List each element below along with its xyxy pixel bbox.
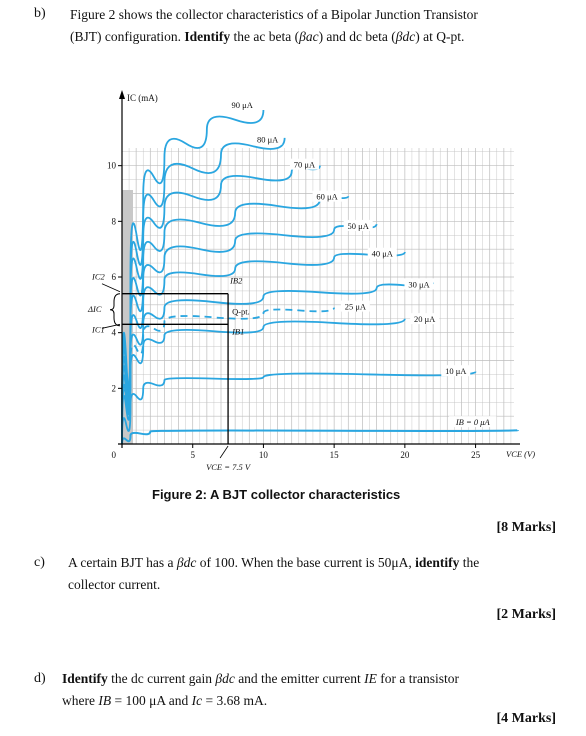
y-tick-label: 6 — [112, 272, 117, 282]
curve-label-bg — [367, 247, 397, 259]
ic2-label: IC2 — [91, 272, 106, 282]
curve-label-10: IB = 0 μA — [455, 417, 491, 427]
question-b-text: Figure 2 shows the collector characteris… — [70, 4, 570, 48]
curve-label-0: 90 μA — [232, 100, 254, 110]
curve-label-bg — [253, 133, 283, 145]
q-point-label: Q-pt. — [232, 306, 250, 316]
vce-leader — [219, 445, 229, 459]
curve-label-bg — [227, 98, 257, 110]
question-d-line1-end: for a transistor — [376, 671, 459, 686]
curve-label-3: 60 μA — [316, 192, 338, 202]
curve-label-bg — [340, 300, 370, 312]
question-c-line1-mid: of 100. When the base current is 50μA, — [196, 555, 416, 570]
question-d-line1-mid: the dc current gain — [107, 671, 216, 686]
curve-label-9: 10 μA — [445, 366, 467, 376]
curve-label-5: 40 μA — [372, 249, 394, 259]
curve-label-8: 20 μA — [414, 314, 436, 324]
x-tick-label: 20 — [400, 450, 410, 460]
collector-characteristics-chart: IC (mA) VCE (V) 5 10 15 20 25 2 4 6 8 10 0 Q-pt. IB2… — [87, 90, 535, 472]
x-axis-label: VCE (V) — [506, 449, 535, 459]
question-c-keyword: identify — [415, 555, 460, 570]
question-d-line2-end: = 3.68 mA. — [202, 693, 268, 708]
ic2-leader — [101, 283, 121, 293]
y-tick-label: 2 — [112, 383, 117, 393]
curve-7 — [121, 307, 336, 445]
question-b-marks: [8 Marks] — [496, 520, 557, 535]
beta-dc-symbol-c: βdc — [176, 555, 197, 570]
question-d-marks: [4 Marks] — [496, 711, 557, 726]
y-tick-label: 10 — [107, 161, 117, 171]
question-c-text: A certain BJT has a βdc of 100. When the… — [68, 552, 568, 596]
curve-label-bg — [312, 190, 342, 202]
question-b-line2-end: ) at Q-pt. — [415, 29, 465, 44]
origin-label: 0 — [112, 450, 117, 460]
question-c-line1-pre: A certain BJT has a — [68, 555, 177, 570]
chart-curve-labels: 90 μA 80 μA 70 μA 60 μA 50 μA 40 μA 30 μA 25 μA… — [227, 98, 497, 428]
question-c-label: c) — [34, 555, 45, 570]
question-b-keyword: Identify — [184, 29, 231, 44]
chart-curves — [121, 109, 519, 445]
beta-dc-symbol: βdc — [395, 29, 416, 44]
curve-8 — [121, 318, 406, 445]
question-b-line2-mid2: ) and dc beta ( — [318, 29, 396, 44]
question-c-line2: collector current. — [68, 577, 161, 592]
curve-label-1: 80 μA — [257, 135, 279, 145]
curve-10 — [121, 429, 519, 445]
y-tick-label: 4 — [112, 328, 117, 338]
curve-label-7: 25 μA — [345, 302, 367, 312]
delta-ic-brace — [109, 293, 121, 327]
question-b-line1: Figure 2 shows the collector characteris… — [70, 7, 478, 22]
curve-label-bg — [410, 313, 440, 325]
beta-ac-symbol: βac — [299, 29, 319, 44]
emitter-current-symbol: IE — [364, 671, 377, 686]
curve-label-bg — [449, 416, 497, 428]
ib2-label: IB2 — [229, 276, 243, 286]
saturation-region — [122, 190, 133, 444]
curve-label-bg — [289, 158, 319, 170]
y-tick-label: 8 — [112, 216, 117, 226]
x-tick-label: 15 — [330, 450, 340, 460]
beta-dc-symbol-d: βdc — [215, 671, 235, 686]
question-c-line1-end: the — [459, 555, 480, 570]
curve-label-bg — [441, 365, 471, 377]
question-c-marks: [2 Marks] — [496, 607, 557, 622]
x-tick-label: 10 — [259, 450, 269, 460]
question-d-line2-mid: = 100 μA and — [111, 693, 192, 708]
question-d-line1-mid2: and the emitter current — [234, 671, 365, 686]
curve-9 — [121, 370, 477, 445]
question-b-line2-mid: the ac beta ( — [230, 29, 300, 44]
x-tick-label: 25 — [471, 450, 481, 460]
curve-label-6: 30 μA — [408, 279, 430, 289]
ic1-label: IC1 — [91, 324, 105, 334]
ib1-label: IB1 — [231, 326, 244, 336]
question-d-line2-pre: where — [62, 693, 99, 708]
y-axis-label: IC (mA) — [127, 93, 158, 103]
ic1-leader — [101, 323, 121, 329]
collector-current-symbol: Ic — [191, 693, 203, 708]
chart-ticks: 5 10 15 20 25 2 4 6 8 10 0 — [107, 161, 481, 460]
question-b-label: b) — [34, 6, 46, 21]
curve-label-4: 50 μA — [348, 221, 370, 231]
base-current-symbol: IB — [98, 693, 112, 708]
question-d-text: Identify the dc current gain βdc and the… — [62, 668, 572, 712]
question-d-label: d) — [34, 671, 46, 686]
y-axis-arrow — [119, 90, 125, 99]
question-d-keyword: Identify — [62, 671, 108, 686]
chart-annotations: Q-pt. IB2 IB1 IC2 IC1 ΔIC VCE = 7.5 V — [87, 272, 252, 472]
curve-label-2: 70 μA — [294, 160, 316, 170]
delta-ic-label: ΔIC — [87, 304, 102, 314]
question-b-line2-pre: (BJT) configuration. — [70, 29, 185, 44]
vce-value-label: VCE = 7.5 V — [206, 462, 252, 472]
figure-caption: Figure 2: A BJT collector characteristic… — [152, 487, 401, 502]
curve-label-bg — [343, 219, 373, 231]
chart-axes: IC (mA) VCE (V) — [118, 90, 535, 459]
curve-label-bg — [404, 278, 434, 290]
x-tick-label: 5 — [190, 450, 195, 460]
